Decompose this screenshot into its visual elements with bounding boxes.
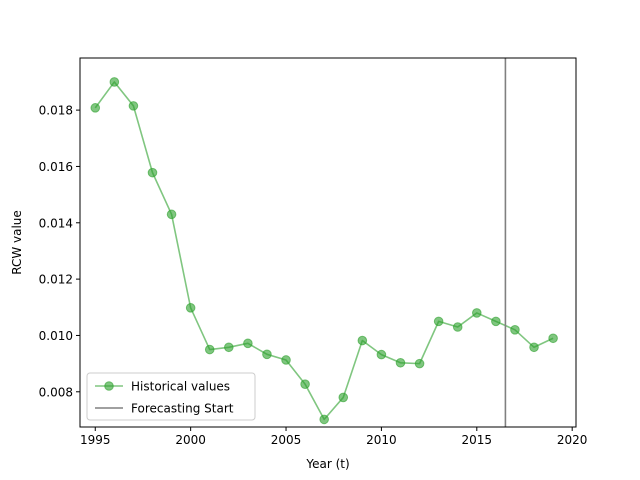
y-tick-label: 0.012 <box>39 273 73 287</box>
data-point <box>262 349 272 360</box>
y-tick-label: 0.014 <box>39 216 73 230</box>
data-point <box>224 342 234 353</box>
plot-area <box>90 58 558 427</box>
plot-frame <box>79 57 577 428</box>
data-point <box>433 316 444 327</box>
data-point <box>491 316 501 327</box>
legend-historical-marker-icon <box>104 381 114 391</box>
x-tick-label: 2000 <box>175 433 206 447</box>
legend-historical-label: Historical values <box>131 380 230 394</box>
data-point <box>243 338 253 349</box>
data-point <box>147 167 158 178</box>
legend-box <box>86 372 256 421</box>
data-point <box>319 414 329 425</box>
x-tick-label: 2015 <box>462 433 493 447</box>
data-point <box>128 101 139 111</box>
legend: Historical values Forecasting Start <box>86 372 256 421</box>
data-point <box>472 308 482 318</box>
legend-forecasting-label: Forecasting Start <box>131 402 234 416</box>
data-point <box>185 303 196 313</box>
axes: 1995 2000 2005 2010 2015 2020 0.008 0.010 0.012 0… <box>39 104 588 447</box>
x-tick-label: 1995 <box>80 433 111 447</box>
data-point <box>166 209 177 220</box>
x-tick-label: 2010 <box>366 433 397 447</box>
data-point <box>281 355 291 365</box>
x-tick-label: 2020 <box>557 433 588 447</box>
data-point <box>90 103 101 113</box>
data-point <box>548 333 558 344</box>
data-point <box>376 349 387 360</box>
x-tick-label: 2005 <box>271 433 302 447</box>
y-tick-label: 0.016 <box>39 160 73 174</box>
data-point <box>452 322 463 332</box>
y-axis-label: RCW value <box>10 210 24 275</box>
data-point <box>414 358 425 369</box>
data-point <box>109 77 120 87</box>
data-point <box>338 392 349 403</box>
x-axis-label: Year (t) <box>305 457 349 471</box>
y-tick-label: 0.010 <box>39 329 73 343</box>
data-point <box>395 357 406 368</box>
data-point <box>357 335 368 346</box>
y-tick-label: 0.008 <box>39 385 73 399</box>
data-point <box>204 344 215 355</box>
data-point <box>529 342 539 353</box>
y-tick-label: 0.018 <box>39 104 73 118</box>
data-point <box>510 325 520 335</box>
data-point <box>300 379 310 389</box>
